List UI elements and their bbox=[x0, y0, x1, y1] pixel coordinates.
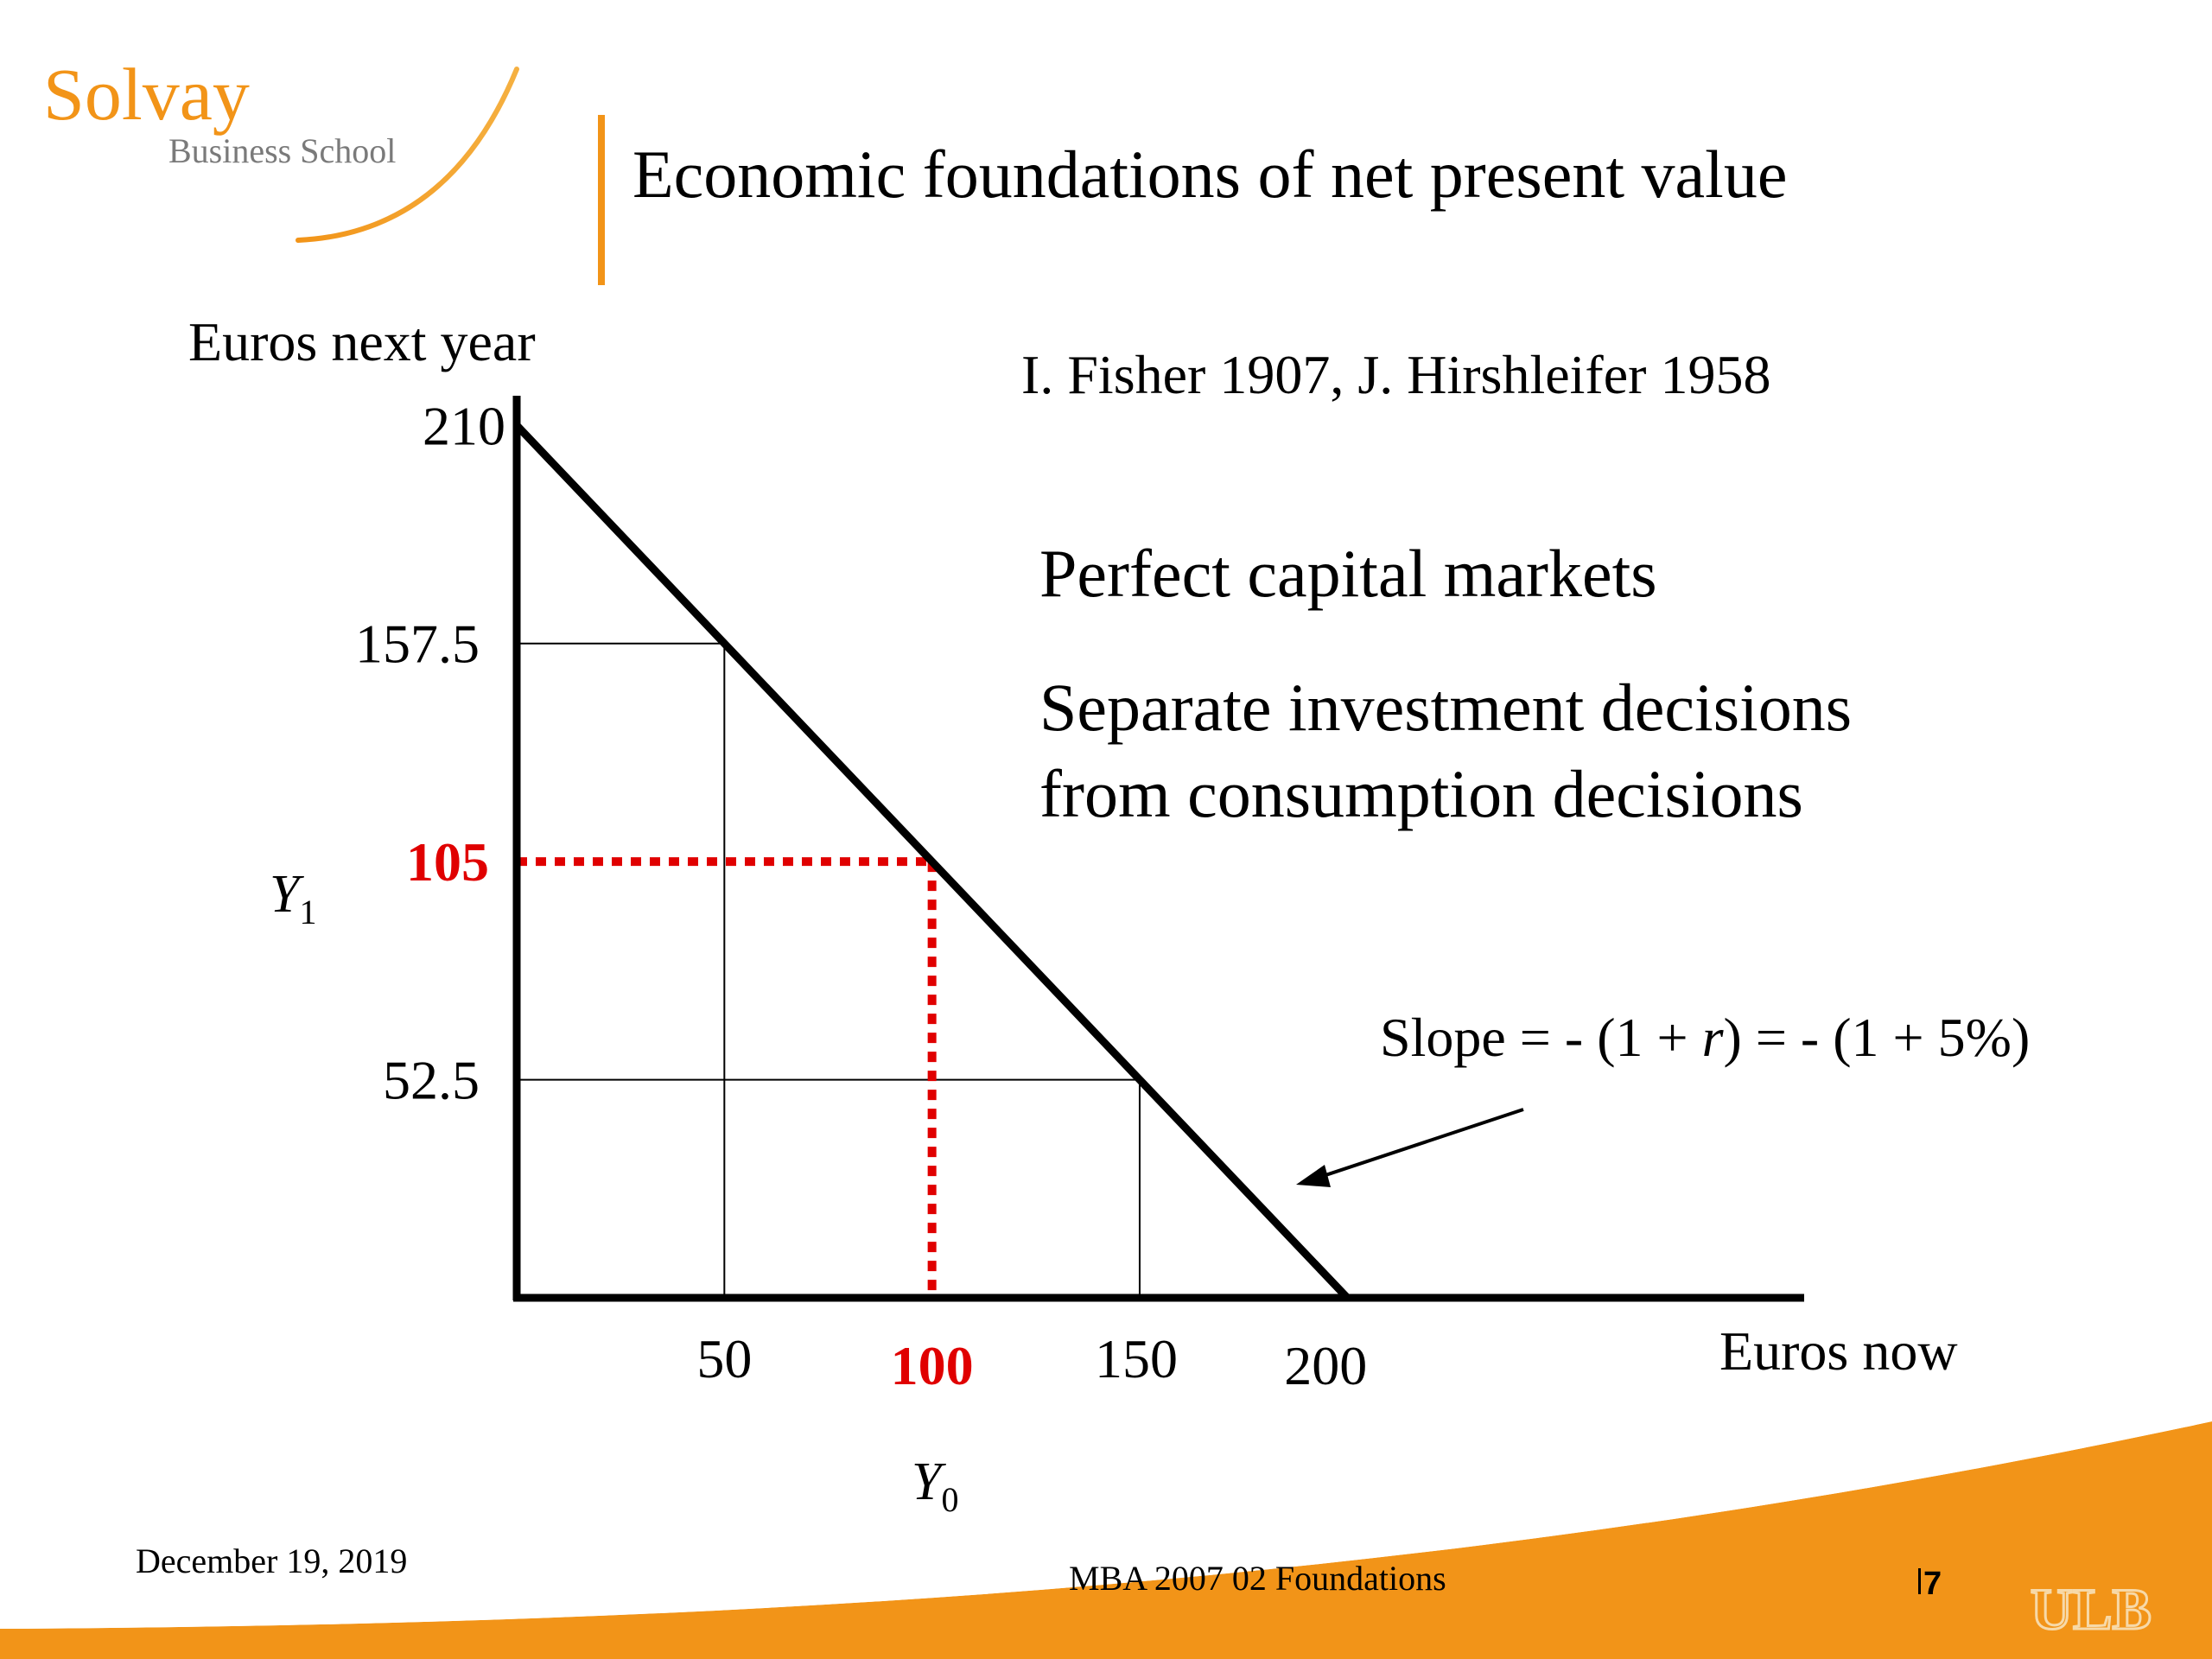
y-tick-210: 210 bbox=[423, 395, 505, 456]
axes bbox=[512, 396, 1804, 1302]
logo-name: Solvay bbox=[43, 53, 250, 136]
ulb-logo: ULB bbox=[2031, 1576, 2152, 1642]
slope-suffix: ) = - (1 + 5%) bbox=[1724, 1007, 2031, 1068]
budget-line-group bbox=[512, 421, 1351, 1302]
x-tick-100: 100 bbox=[891, 1335, 974, 1396]
y0-letter: Y bbox=[912, 1452, 946, 1511]
bullet-consumption: from consumption decisions bbox=[1039, 756, 1803, 831]
guide-lines bbox=[517, 642, 1141, 1298]
footer-date: December 19, 2019 bbox=[136, 1541, 407, 1580]
y-tick-52.5: 52.5 bbox=[383, 1050, 480, 1111]
x-tick-50: 50 bbox=[696, 1328, 752, 1389]
y1-subscript: 1 bbox=[299, 893, 316, 931]
footer-course: MBA 2007 02 Foundations bbox=[1069, 1559, 1446, 1598]
y-tick-labels: 210 157.5 105 52.5 bbox=[355, 395, 505, 1110]
slope-annotation: Slope = - (1 + r) = - (1 + 5%) bbox=[1380, 1007, 2030, 1068]
slope-arrowhead-icon bbox=[1296, 1165, 1331, 1187]
bullet-separate-investment: Separate investment decisions bbox=[1039, 670, 1852, 745]
y-tick-157.5: 157.5 bbox=[355, 613, 480, 675]
slope-prefix: Slope = - (1 + bbox=[1380, 1007, 1702, 1068]
bullet-perfect-markets: Perfect capital markets bbox=[1039, 536, 1657, 611]
footer-swoosh bbox=[0, 1421, 2212, 1659]
y1-symbol: Y1 bbox=[270, 865, 316, 931]
citation: I. Fisher 1907, J. Hirshleifer 1958 bbox=[1021, 344, 1770, 405]
slope-arrow bbox=[1296, 1108, 1524, 1187]
y0-subscript: 0 bbox=[941, 1480, 958, 1519]
slope-arrow-shaft bbox=[1314, 1108, 1524, 1180]
slope-variable: r bbox=[1702, 1007, 1725, 1068]
x-tick-150: 150 bbox=[1095, 1328, 1178, 1389]
y-axis-label: Euros next year bbox=[188, 311, 536, 372]
x-tick-200: 200 bbox=[1284, 1335, 1367, 1396]
solvay-logo: Solvay Business School bbox=[43, 53, 519, 243]
page-number-text: 7 bbox=[1923, 1566, 1942, 1602]
slide-title: Economic foundations of net present valu… bbox=[632, 137, 1787, 212]
y1-letter: Y bbox=[270, 865, 304, 924]
page-number: 7 bbox=[1918, 1566, 1942, 1602]
x-tick-labels: 50 100 150 200 bbox=[696, 1328, 1367, 1396]
page-number-bar bbox=[1918, 1568, 1921, 1594]
budget-line bbox=[512, 421, 1351, 1302]
logo-subtitle: Business School bbox=[168, 131, 396, 170]
fisher-diagram: Euros next year Euros now 210 157.5 105 52.… bbox=[188, 311, 2030, 1519]
y0-symbol: Y0 bbox=[912, 1452, 958, 1519]
title-divider bbox=[598, 115, 605, 285]
x-axis-label: Euros now bbox=[1719, 1320, 1958, 1382]
y-tick-105: 105 bbox=[406, 831, 489, 893]
logo-swoosh-icon bbox=[296, 67, 519, 243]
